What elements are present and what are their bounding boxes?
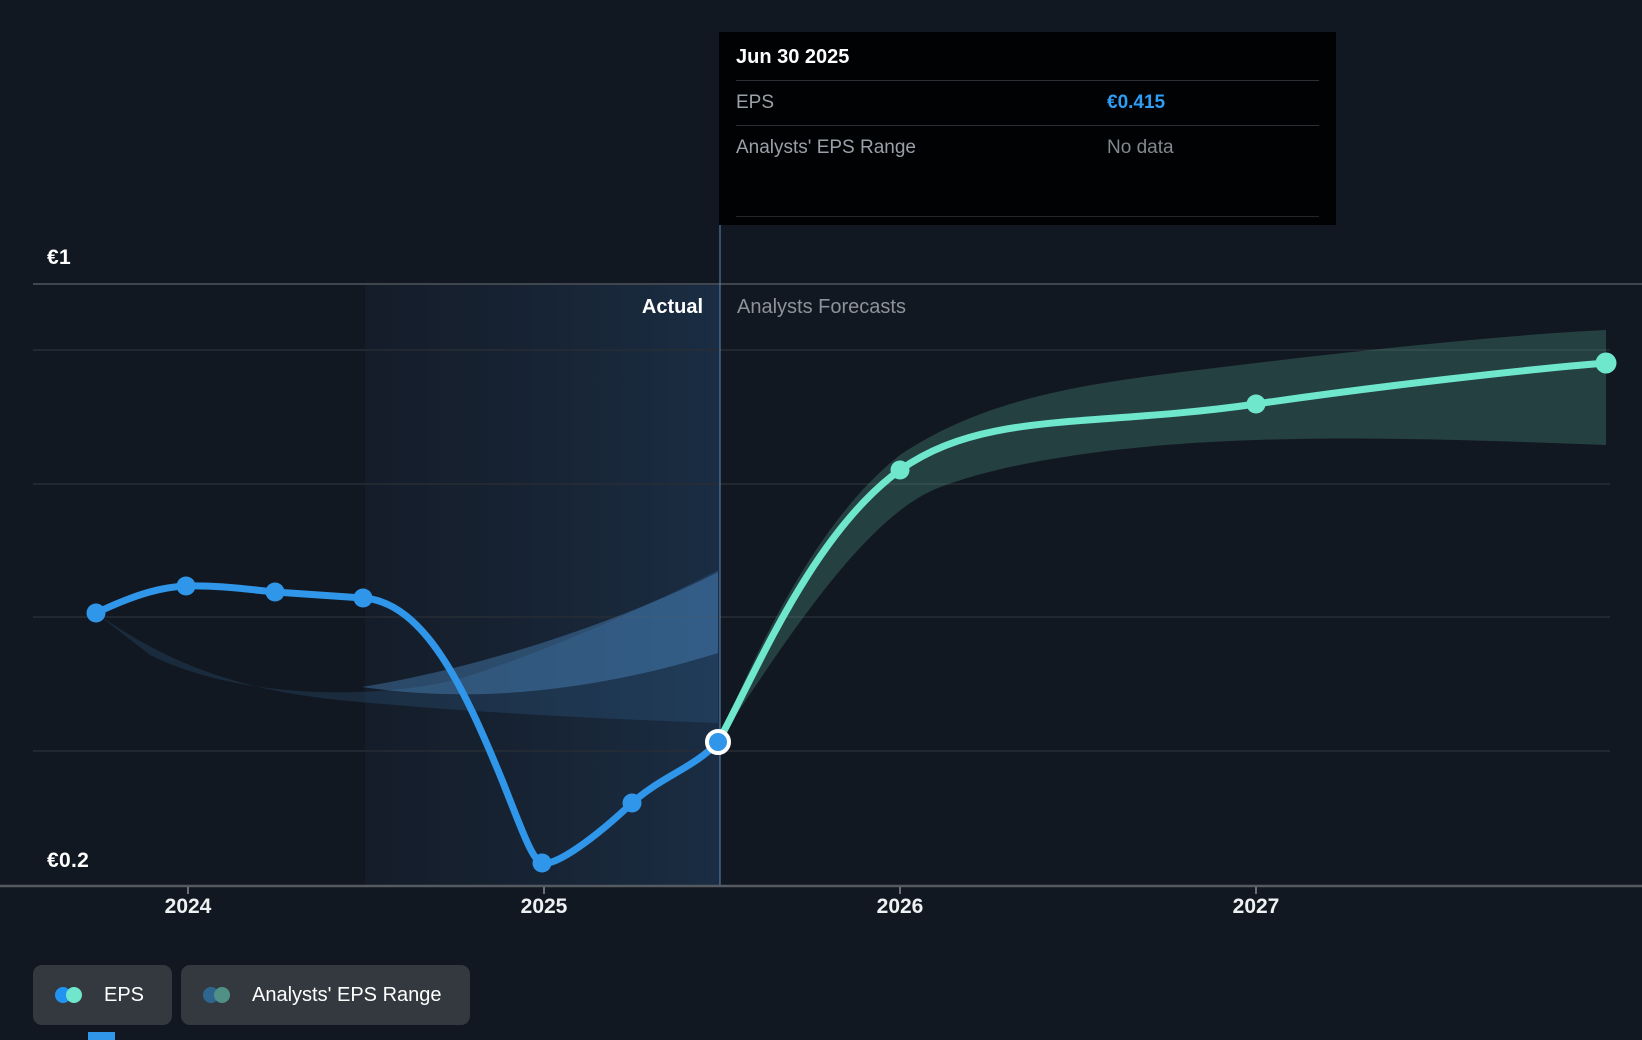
x-tick-label-2026: 2026 (876, 895, 924, 918)
x-tick-label-2025: 2025 (520, 895, 568, 918)
eps-range-series-icon (203, 987, 231, 1003)
actual-phase-label: Actual (641, 296, 703, 318)
tooltip-row-range: Analysts' EPS Range No data (736, 125, 1319, 170)
tooltip-row-eps: EPS €0.415 (736, 80, 1319, 125)
legend-label-eps-range: Analysts' EPS Range (252, 983, 442, 1006)
chart-legend: EPS Analysts' EPS Range (33, 965, 470, 1025)
tooltip-range-value: No data (1107, 137, 1174, 158)
eps-selected-point (705, 729, 731, 755)
eps-actual-point (353, 588, 373, 608)
eps-actual-point (265, 582, 285, 602)
forecast-phase-label: Analysts Forecasts (737, 296, 906, 318)
actual-highlight-column (365, 284, 720, 886)
range-forecast-dot-icon (214, 987, 231, 1003)
tooltip-date: Jun 30 2025 (736, 46, 850, 68)
chart-tooltip: Jun 30 2025 EPS €0.415 Analysts' EPS Ran… (719, 32, 1336, 225)
tooltip-range-label: Analysts' EPS Range (736, 137, 916, 158)
eps-actual-line (92, 582, 722, 867)
eps-forecast-end-point (1595, 352, 1617, 374)
tooltip-bottom-rule (736, 216, 1319, 217)
eps-forecast-line (714, 359, 1610, 746)
tooltip-eps-value: €0.415 (1107, 92, 1166, 113)
y-axis-label-bottom: €0.2 (47, 849, 90, 872)
legend-item-eps[interactable]: EPS (33, 965, 173, 1025)
tooltip-eps-label: EPS (736, 92, 775, 113)
past-eps-range-band-inner (362, 572, 718, 695)
x-tick-label-2027: 2027 (1232, 895, 1280, 918)
x-tick-label-2024: 2024 (164, 895, 212, 918)
forecast-eps-range-band (718, 330, 1606, 742)
past-eps-range-band (96, 570, 718, 723)
eps-actual-point (532, 853, 552, 873)
legend-item-eps-range[interactable]: Analysts' EPS Range (181, 965, 470, 1025)
eps-actual-point (176, 576, 196, 596)
eps-forecast-dot-icon (66, 987, 82, 1003)
eps-forecast-point (890, 460, 910, 480)
legend-label-eps: EPS (104, 983, 145, 1006)
eps-forecast-point (1246, 394, 1266, 414)
y-axis-label-top: €1 (47, 246, 71, 269)
scroll-artifact (88, 1032, 115, 1040)
eps-series-icon (55, 987, 82, 1003)
eps-actual-point (86, 603, 106, 623)
eps-actual-point (622, 793, 642, 813)
